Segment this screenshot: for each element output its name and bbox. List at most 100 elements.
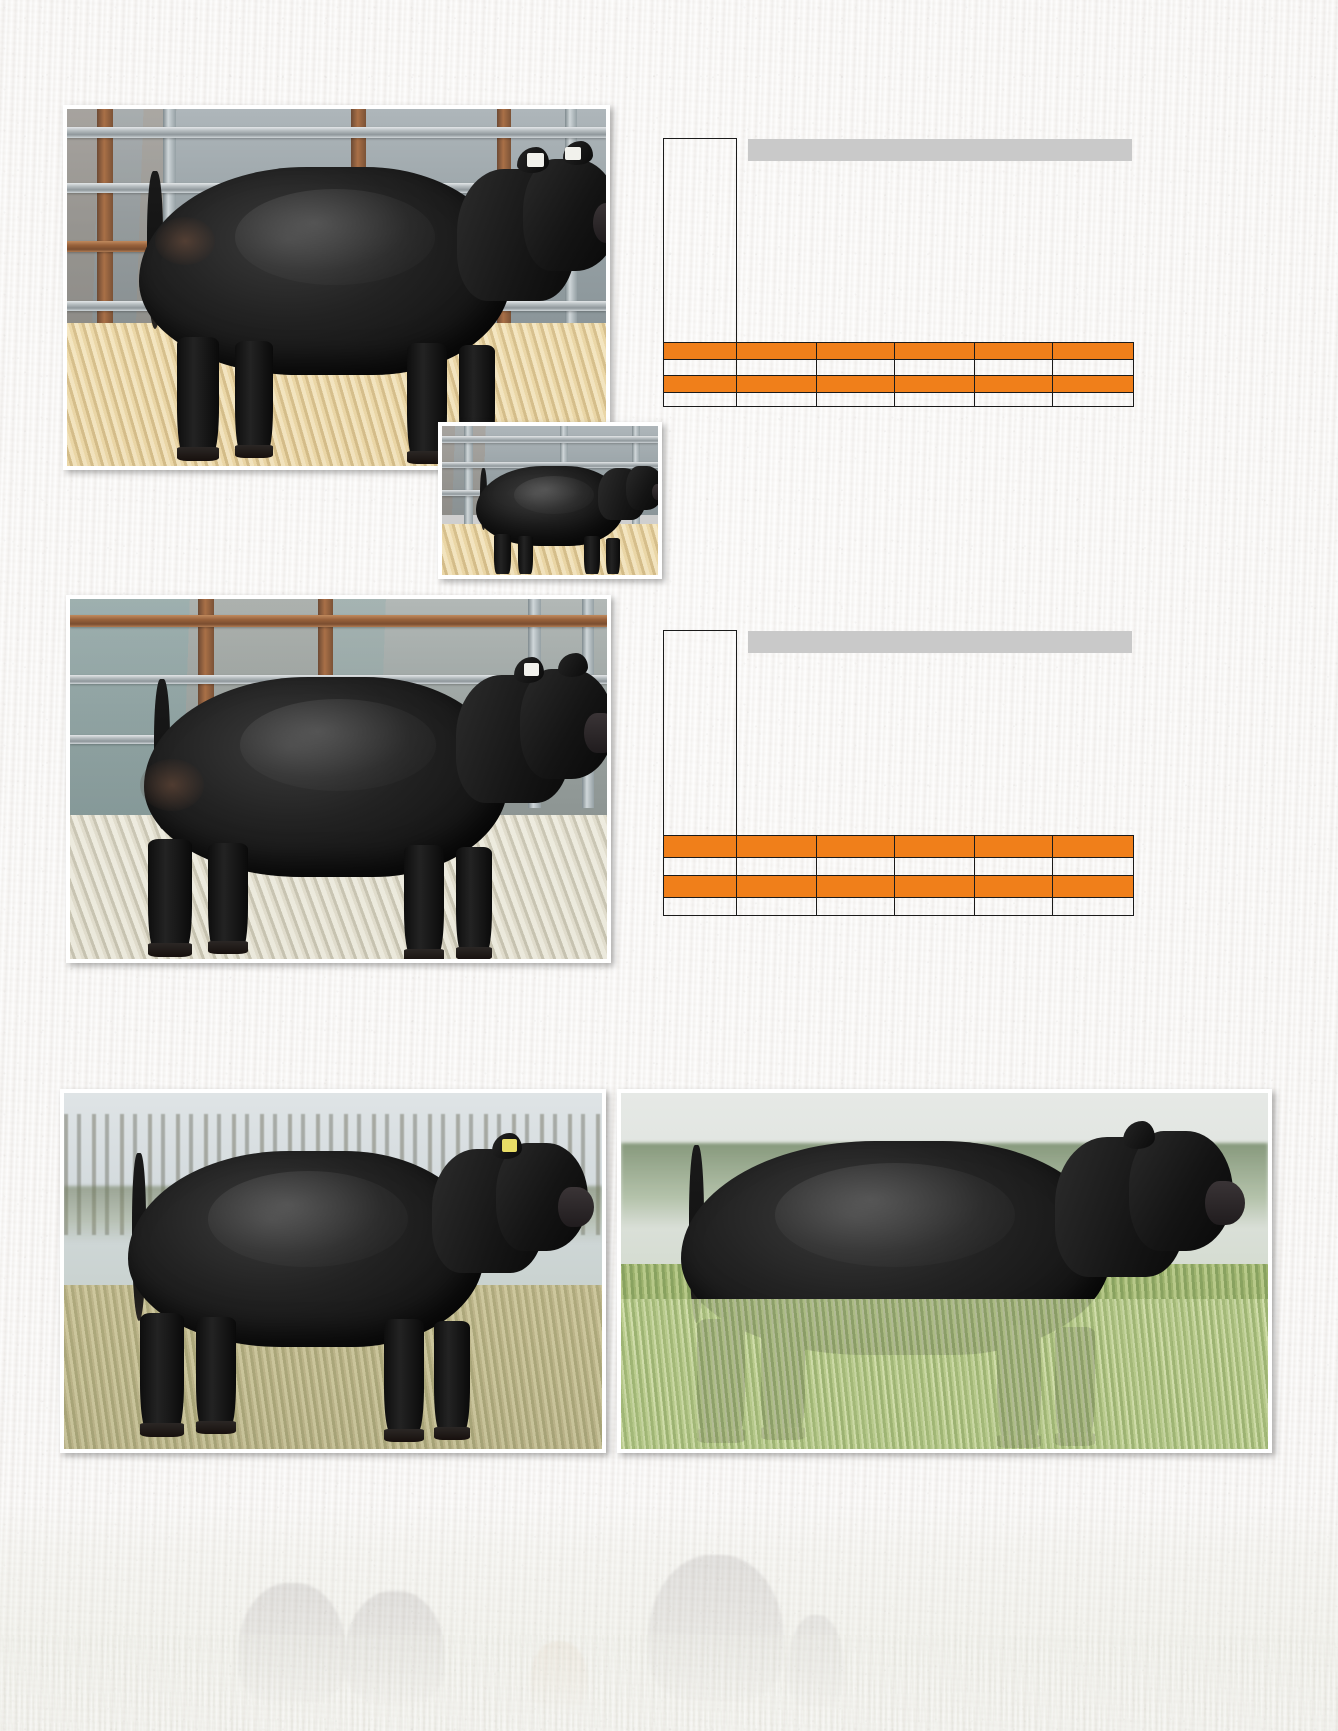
fence-rail xyxy=(67,127,606,138)
bull-leg-rear xyxy=(235,341,273,453)
pedigree-sire-box xyxy=(663,630,737,836)
bull-ear-left xyxy=(1123,1121,1155,1149)
epd-cell xyxy=(1051,342,1135,360)
epd-cell xyxy=(894,897,975,916)
epd-row-orange xyxy=(663,375,1135,393)
epd-cell xyxy=(663,835,737,858)
inset-bull-photo-upper xyxy=(438,422,662,579)
epd-row-white xyxy=(663,392,1135,407)
epd-cell xyxy=(663,375,737,393)
fence-rail xyxy=(442,436,658,443)
epd-cell xyxy=(974,897,1053,916)
bull-leg-rear xyxy=(196,1317,236,1429)
bull-hoof xyxy=(140,1423,184,1437)
bull-leg-rear xyxy=(518,536,533,574)
epd-cell xyxy=(894,857,975,876)
body-highlight xyxy=(514,476,594,514)
fence-post xyxy=(97,109,113,331)
epd-cell xyxy=(974,392,1053,407)
bull-hoof xyxy=(434,1427,470,1440)
epd-cell xyxy=(894,342,975,360)
bull-silhouette xyxy=(85,137,606,464)
epd-cell xyxy=(736,375,817,393)
pedigree-open-area xyxy=(737,139,1134,343)
epd-cell xyxy=(663,359,737,376)
pedigree-open-area xyxy=(737,631,1134,836)
epd-cell xyxy=(1051,897,1135,916)
bull-body xyxy=(128,1151,484,1347)
bull-leg-front xyxy=(456,847,492,953)
bull-hoof xyxy=(148,943,192,957)
epd-cell xyxy=(974,835,1053,858)
bull-ear-right xyxy=(558,653,588,677)
bull-leg-front xyxy=(606,538,620,574)
epd-cell xyxy=(663,897,737,916)
bull-muzzle xyxy=(1205,1181,1245,1225)
epd-cell xyxy=(736,897,817,916)
epd-cell xyxy=(663,342,737,360)
bull-muzzle xyxy=(593,203,606,243)
epd-cell xyxy=(663,857,737,876)
bull-hoof xyxy=(177,447,219,461)
epd-cell xyxy=(1051,857,1135,876)
bull-hoof xyxy=(208,941,248,954)
epd-cell xyxy=(974,857,1053,876)
bull-leg-front xyxy=(584,536,600,574)
bull-hip-brand xyxy=(155,217,215,265)
epd-cell xyxy=(663,875,737,898)
bull-body xyxy=(144,677,508,877)
epd-cell xyxy=(663,392,737,407)
epd-cell xyxy=(974,342,1053,360)
epd-row-white xyxy=(663,897,1135,916)
bull-leg-front xyxy=(434,1321,470,1431)
bull-hoof xyxy=(456,947,492,959)
body-highlight xyxy=(775,1163,1015,1267)
epd-cell xyxy=(894,375,975,393)
epd-row-orange xyxy=(663,875,1135,898)
epd-row-white xyxy=(663,857,1135,876)
pedigree-sire-box xyxy=(663,138,737,343)
epd-cell xyxy=(894,875,975,898)
epd-cell xyxy=(736,392,817,407)
bull-ear-tag xyxy=(524,663,539,676)
epd-cell xyxy=(736,342,817,360)
bull-hoof xyxy=(404,949,444,959)
epd-cell xyxy=(1051,392,1135,407)
epd-row-orange xyxy=(663,342,1135,360)
watermark-ground xyxy=(0,1501,1338,1731)
bull-silhouette xyxy=(456,456,658,574)
fence-rail xyxy=(442,462,658,468)
epd-cell xyxy=(816,359,895,376)
bull-leg-front xyxy=(384,1319,424,1433)
epd-cell xyxy=(736,359,817,376)
photo-scene xyxy=(67,109,606,466)
bull-muzzle xyxy=(584,713,607,753)
bull-leg-rear xyxy=(177,337,219,455)
bull-ear-tag xyxy=(565,147,581,160)
body-highlight xyxy=(235,189,435,285)
pedigree-table-lower xyxy=(663,630,1135,916)
bull-muzzle xyxy=(652,484,658,500)
epd-cell xyxy=(1051,835,1135,858)
epd-cell xyxy=(816,835,895,858)
body-highlight xyxy=(240,699,436,791)
bull-leg-front xyxy=(404,845,444,955)
epd-row-orange xyxy=(663,835,1135,858)
tall-grass-foreground xyxy=(621,1299,1268,1449)
photo-scene xyxy=(64,1093,602,1449)
lot-title-bar-lower xyxy=(748,631,1132,653)
body-highlight xyxy=(208,1171,408,1267)
main-bull-photo-lower xyxy=(66,595,611,963)
epd-cell xyxy=(974,375,1053,393)
epd-cell xyxy=(1051,359,1135,376)
reference-sire-photo-right xyxy=(617,1089,1272,1453)
bull-silhouette xyxy=(84,651,607,959)
main-bull-photo-upper xyxy=(63,105,610,470)
epd-cell xyxy=(894,835,975,858)
bull-leg-rear xyxy=(140,1313,184,1431)
watermark-calf xyxy=(530,1641,588,1709)
epd-cell xyxy=(1051,875,1135,898)
bull-hip-brand xyxy=(140,759,204,811)
photo-scene xyxy=(621,1093,1268,1449)
